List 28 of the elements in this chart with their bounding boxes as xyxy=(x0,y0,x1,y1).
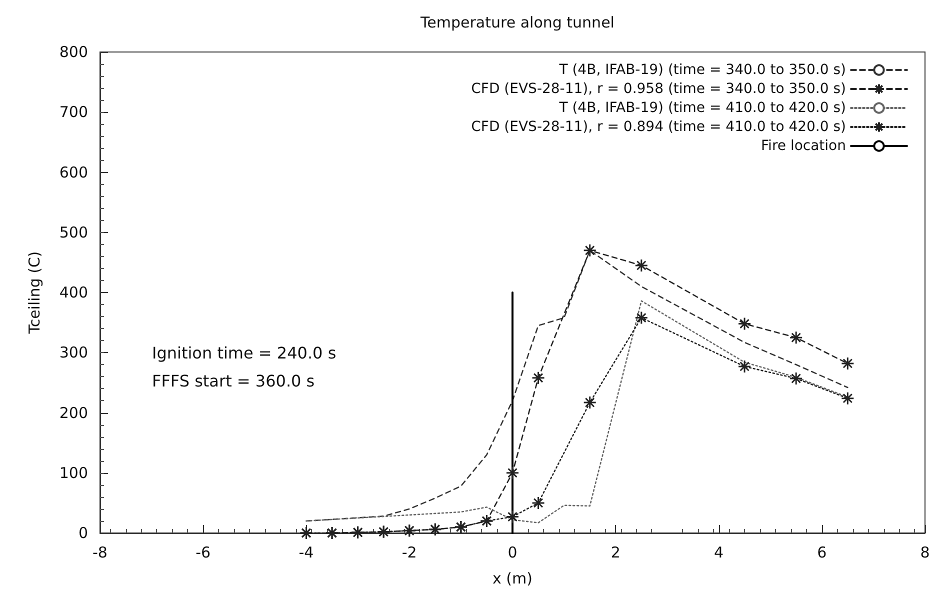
x-tick-label: -8 xyxy=(92,544,108,562)
x-tick-label: 8 xyxy=(920,544,930,562)
x-axis-title: x (m) xyxy=(492,570,532,588)
x-tick-label: -2 xyxy=(402,544,417,562)
x-tick-label: 0 xyxy=(508,544,518,562)
y-tick-label: 100 xyxy=(59,464,88,482)
x-tick-label: 6 xyxy=(817,544,827,562)
y-tick-label: 500 xyxy=(59,223,88,242)
y-tick-label: 600 xyxy=(59,163,88,182)
legend-label: CFD (EVS-28-11), r = 0.958 (time = 340.0 to 350.0 s) xyxy=(471,81,846,97)
chart-title: Temperature along tunnel xyxy=(420,14,614,32)
y-tick-label: 400 xyxy=(59,284,88,302)
y-tick-label: 300 xyxy=(59,344,88,362)
annotation: Ignition time = 240.0 s xyxy=(152,344,336,362)
x-tick-label: -6 xyxy=(196,544,211,562)
y-tick-label: 700 xyxy=(59,103,88,122)
annotation: FFFS start = 360.0 s xyxy=(152,372,315,390)
y-tick-label: 800 xyxy=(59,43,88,61)
legend-label: T (4B, IFAB-19) (time = 410.0 to 420.0 s) xyxy=(558,100,846,116)
x-tick-label: -4 xyxy=(298,544,314,562)
legend-label: CFD (EVS-28-11), r = 0.894 (time = 410.0 to 420.0 s) xyxy=(471,119,846,135)
legend-label: Fire location xyxy=(761,138,846,154)
x-tick-label: 2 xyxy=(610,544,620,562)
legend-label: T (4B, IFAB-19) (time = 340.0 to 350.0 s) xyxy=(558,62,846,78)
y-tick-label: 200 xyxy=(59,404,88,422)
x-tick-label: 4 xyxy=(714,544,724,562)
y-axis-title: Tceiling (C) xyxy=(26,251,44,335)
y-tick-label: 0 xyxy=(78,524,88,542)
